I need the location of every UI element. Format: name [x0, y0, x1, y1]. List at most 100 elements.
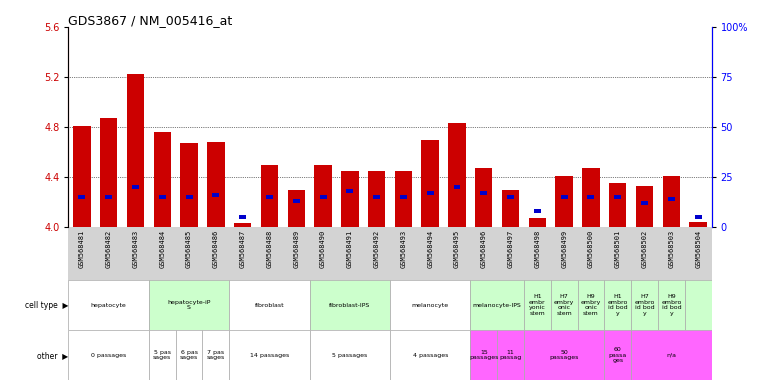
- Bar: [448, 123, 466, 227]
- Text: GSM568488: GSM568488: [266, 230, 272, 268]
- Bar: [534, 209, 541, 214]
- Bar: [556, 176, 573, 227]
- Text: melanocyte: melanocyte: [412, 303, 449, 308]
- Bar: [663, 176, 680, 227]
- Text: melanocyte-IPS: melanocyte-IPS: [473, 303, 521, 308]
- Bar: [422, 140, 439, 227]
- Bar: [454, 185, 460, 189]
- Bar: [105, 195, 112, 199]
- Bar: [288, 190, 305, 227]
- Bar: [427, 191, 434, 195]
- Bar: [346, 189, 353, 194]
- Text: cell type  ▶: cell type ▶: [25, 301, 68, 310]
- Bar: [132, 185, 139, 189]
- Bar: [689, 222, 707, 227]
- Text: GSM568496: GSM568496: [481, 230, 487, 268]
- Bar: [636, 186, 653, 227]
- Bar: [551, 280, 578, 330]
- Text: GSM568486: GSM568486: [213, 230, 219, 268]
- Text: GDS3867 / NM_005416_at: GDS3867 / NM_005416_at: [68, 14, 233, 27]
- Bar: [202, 330, 229, 380]
- Text: GSM568493: GSM568493: [400, 230, 406, 268]
- Bar: [207, 142, 224, 227]
- Text: H9
embry
onic
stem: H9 embry onic stem: [581, 295, 601, 316]
- Text: H9
embro
id bod
y: H9 embro id bod y: [661, 295, 682, 316]
- Text: 14 passages: 14 passages: [250, 353, 289, 358]
- Bar: [127, 74, 144, 227]
- Bar: [261, 165, 279, 227]
- Text: GSM568489: GSM568489: [293, 230, 299, 268]
- Bar: [159, 195, 166, 199]
- Bar: [212, 193, 219, 197]
- Text: GSM568484: GSM568484: [159, 230, 165, 268]
- Text: H1
embr
yonic
stem: H1 embr yonic stem: [529, 295, 546, 316]
- Text: GSM568500: GSM568500: [588, 230, 594, 268]
- Bar: [390, 330, 470, 380]
- Text: 5 passages: 5 passages: [333, 353, 368, 358]
- Bar: [176, 330, 202, 380]
- Bar: [186, 195, 193, 199]
- Text: H7
embro
id bod
y: H7 embro id bod y: [635, 295, 654, 316]
- Bar: [578, 280, 604, 330]
- Bar: [631, 330, 712, 380]
- Text: H1
embro
id bod
y: H1 embro id bod y: [607, 295, 628, 316]
- Bar: [561, 195, 568, 199]
- Bar: [529, 218, 546, 227]
- Bar: [310, 280, 390, 330]
- Bar: [695, 215, 702, 219]
- Bar: [234, 223, 251, 227]
- Text: 11
passag: 11 passag: [499, 350, 522, 360]
- Bar: [68, 280, 149, 330]
- Bar: [582, 169, 600, 227]
- Bar: [180, 143, 198, 227]
- Bar: [587, 195, 594, 199]
- Bar: [609, 184, 626, 227]
- Text: GSM568485: GSM568485: [186, 230, 192, 268]
- Bar: [470, 280, 524, 330]
- Bar: [229, 280, 310, 330]
- Text: 5 pas
sages: 5 pas sages: [153, 350, 171, 360]
- Bar: [314, 165, 332, 227]
- Text: GSM568483: GSM568483: [132, 230, 139, 268]
- Bar: [293, 199, 300, 204]
- Text: fibroblast-IPS: fibroblast-IPS: [330, 303, 371, 308]
- Text: 60
passa
ges: 60 passa ges: [609, 347, 627, 363]
- Bar: [320, 195, 326, 199]
- Bar: [68, 330, 149, 380]
- Text: other  ▶: other ▶: [37, 351, 68, 359]
- Text: hepatocyte-iP
S: hepatocyte-iP S: [167, 300, 211, 310]
- Text: GSM568502: GSM568502: [642, 230, 648, 268]
- Bar: [604, 280, 631, 330]
- Text: hepatocyte: hepatocyte: [91, 303, 126, 308]
- Text: fibroblast: fibroblast: [255, 303, 285, 308]
- Bar: [497, 330, 524, 380]
- Bar: [100, 118, 117, 227]
- Bar: [631, 280, 658, 330]
- Bar: [604, 330, 631, 380]
- Bar: [524, 280, 551, 330]
- Bar: [149, 280, 229, 330]
- Text: GSM568501: GSM568501: [615, 230, 621, 268]
- Bar: [470, 330, 497, 380]
- Text: 6 pas
sages: 6 pas sages: [180, 350, 198, 360]
- Text: GSM568498: GSM568498: [534, 230, 540, 268]
- Text: GSM568482: GSM568482: [106, 230, 112, 268]
- Text: 7 pas
sages: 7 pas sages: [207, 350, 225, 360]
- Bar: [154, 132, 171, 227]
- Text: GSM568504: GSM568504: [695, 230, 701, 268]
- Text: GSM568494: GSM568494: [427, 230, 433, 268]
- Bar: [229, 330, 310, 380]
- Bar: [368, 171, 385, 227]
- Bar: [395, 171, 412, 227]
- Text: 4 passages: 4 passages: [412, 353, 448, 358]
- Text: GSM568497: GSM568497: [508, 230, 514, 268]
- Text: GSM568487: GSM568487: [240, 230, 246, 268]
- Bar: [266, 195, 273, 199]
- Bar: [501, 190, 519, 227]
- Bar: [400, 195, 407, 199]
- Text: GSM568490: GSM568490: [320, 230, 326, 268]
- Bar: [614, 195, 621, 199]
- Text: GSM568492: GSM568492: [374, 230, 380, 268]
- Bar: [641, 201, 648, 205]
- Bar: [341, 171, 358, 227]
